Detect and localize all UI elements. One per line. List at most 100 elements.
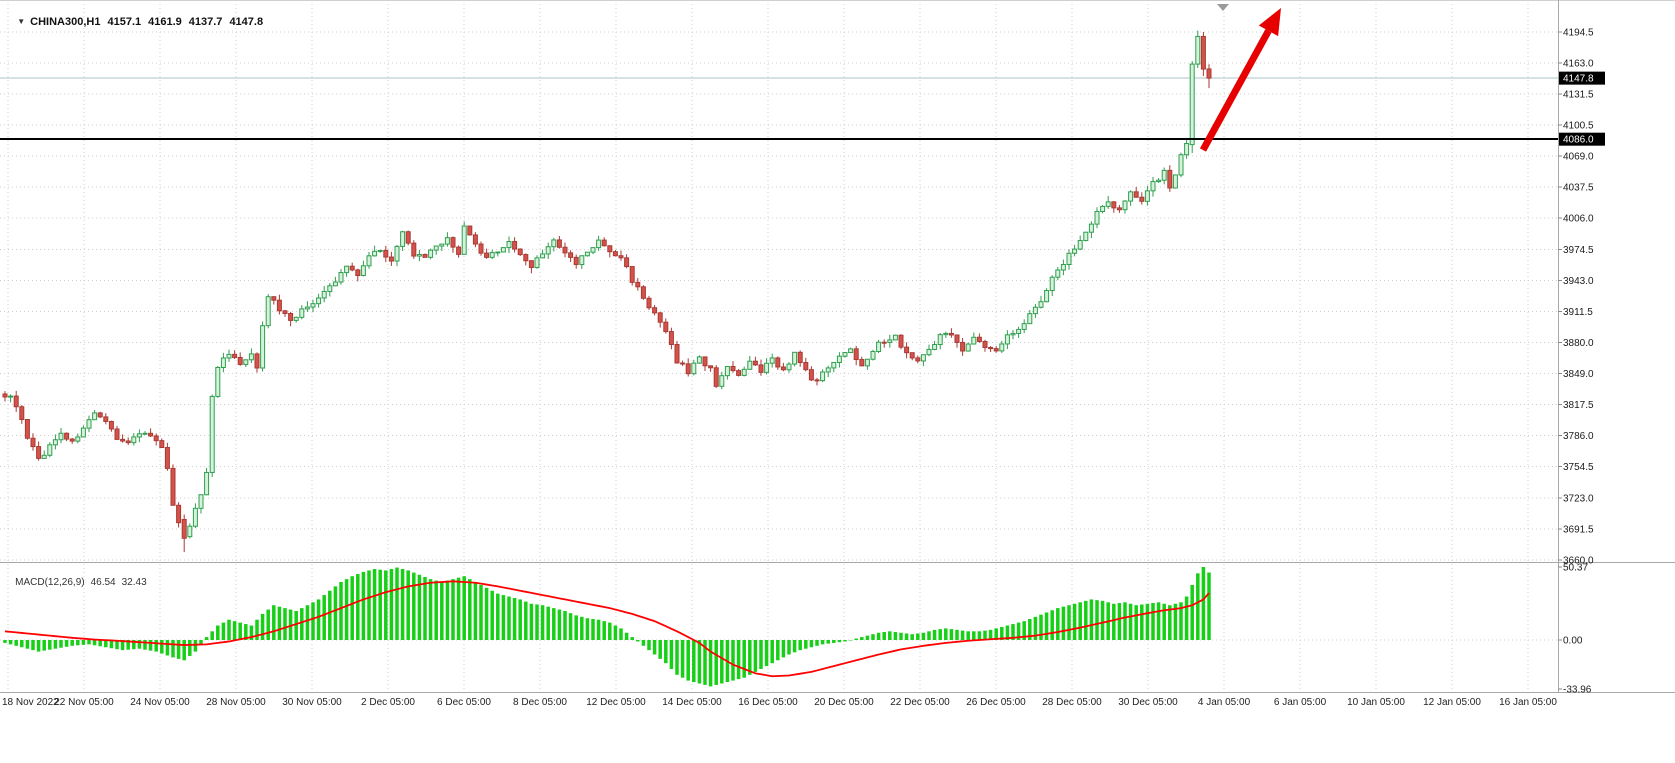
candle-body (299, 308, 305, 318)
macd-histogram-bar (76, 640, 80, 646)
macd-histogram-bar (1028, 618, 1032, 640)
candle (500, 247, 506, 253)
candle (24, 419, 30, 440)
trend-arrow-head (1258, 8, 1281, 37)
candle (534, 255, 540, 269)
macd-histogram-bar (42, 640, 46, 651)
candle (988, 346, 994, 352)
candle-body (293, 316, 299, 321)
candle (1027, 309, 1033, 325)
candle (377, 249, 383, 253)
macd-histogram-bar (1190, 584, 1194, 640)
candle (467, 225, 473, 236)
candle (769, 353, 775, 368)
macd-histogram-bar (680, 640, 685, 678)
price-axis[interactable]: 4194.5 4163.0 4131.5 4100.5 4069.0 4037.5 4006… (1558, 0, 1675, 696)
symbol-dropdown-icon[interactable]: ▼ (17, 17, 26, 26)
candle (58, 428, 64, 444)
candle-body (971, 336, 977, 345)
macd-histogram-bar (692, 640, 696, 683)
candle (579, 255, 585, 270)
macd-histogram-bar (384, 570, 388, 640)
candle-body (887, 339, 893, 343)
candle-body (1161, 169, 1167, 181)
macd-histogram-bar (871, 634, 875, 640)
candle (108, 420, 114, 432)
candle (540, 249, 546, 259)
time-axis-label: 10 Jan 05:00 (1347, 697, 1405, 708)
candle (1139, 192, 1145, 205)
macd-histogram-bar (1044, 612, 1049, 640)
macd-histogram-bar (288, 609, 293, 640)
candle (1004, 330, 1010, 350)
macd-histogram-bar (109, 640, 114, 649)
macd-histogram-bar (339, 582, 343, 640)
macd-histogram-bar (736, 640, 741, 680)
candle-body (428, 249, 434, 258)
candle-body (103, 416, 109, 422)
candle-body (814, 379, 820, 382)
candle-body (1184, 143, 1190, 156)
candle-body (75, 436, 81, 442)
macd-histogram-bar (1162, 603, 1166, 640)
candle-body (321, 290, 327, 299)
candle-body (999, 343, 1005, 352)
macd-histogram-bar (507, 596, 511, 640)
macd-histogram-bar (1084, 600, 1088, 640)
current-price-badge-bg (1559, 71, 1605, 85)
macd-histogram-bar (462, 576, 466, 640)
candle-body (668, 331, 674, 346)
macd-histogram-bar (350, 576, 354, 640)
candle (551, 237, 557, 252)
macd-histogram-bar (266, 609, 270, 640)
candle-body (310, 303, 316, 308)
candle (461, 221, 467, 255)
candle-body (618, 255, 624, 259)
macd-histogram-bar (624, 632, 629, 640)
candle (125, 437, 131, 446)
macd-histogram-bar (479, 584, 483, 640)
candle-body (820, 371, 826, 382)
candle (47, 442, 53, 458)
macd-histogram-bar (557, 609, 562, 640)
candle (304, 301, 310, 312)
candle-body (13, 395, 19, 408)
candle (198, 494, 204, 514)
candle-body (355, 269, 361, 277)
macd-histogram-bar (412, 572, 416, 640)
candle (316, 293, 322, 308)
candle-body (1044, 290, 1050, 303)
candle (652, 304, 658, 316)
macd-histogram-bar (927, 631, 931, 640)
macd-histogram-bar (428, 579, 433, 640)
candle (1189, 61, 1195, 154)
candle (92, 409, 98, 421)
candle-body (1094, 211, 1100, 225)
macd-histogram-bar (137, 640, 142, 649)
trend-arrow-annotation[interactable] (1199, 8, 1281, 152)
macd-histogram-bar (904, 633, 909, 640)
candle-body (1060, 263, 1066, 271)
candle-body (932, 344, 938, 350)
macd-histogram-bar (1039, 614, 1043, 640)
ohlc-open-value: 4157.1 (107, 16, 142, 28)
grid-layer (0, 0, 1558, 693)
macd-histogram-bar (1089, 599, 1094, 640)
macd-histogram-bar (591, 618, 595, 640)
candle (836, 352, 842, 368)
candle (562, 242, 568, 258)
macd-histogram-bar (434, 580, 438, 640)
candle (920, 354, 926, 367)
candle-body (243, 359, 249, 365)
macd-histogram-bar (1078, 602, 1082, 640)
candle-body (943, 332, 949, 336)
candle-body (859, 359, 865, 367)
macd-histogram-bar (300, 608, 304, 640)
candle-body (276, 299, 282, 312)
candle-body (80, 427, 86, 438)
candle (607, 245, 613, 258)
macd-histogram-bar (1207, 572, 1211, 640)
candle (926, 344, 932, 357)
